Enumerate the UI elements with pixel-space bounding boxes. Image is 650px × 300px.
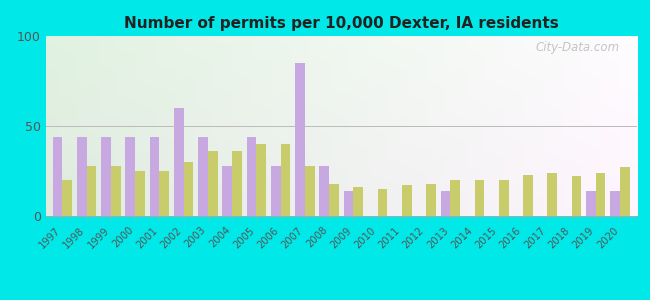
Bar xyxy=(256,144,266,216)
Text: City-Data.com: City-Data.com xyxy=(535,41,619,54)
Bar xyxy=(620,167,630,216)
Bar xyxy=(77,137,86,216)
Bar xyxy=(208,151,218,216)
Bar xyxy=(159,171,169,216)
Bar xyxy=(101,137,111,216)
Bar xyxy=(547,173,557,216)
Bar xyxy=(378,189,387,216)
Bar xyxy=(86,166,96,216)
Bar xyxy=(53,137,62,216)
Bar xyxy=(150,137,159,216)
Bar xyxy=(232,151,242,216)
Bar xyxy=(426,184,436,216)
Bar xyxy=(329,184,339,216)
Bar xyxy=(222,166,232,216)
Title: Number of permits per 10,000 Dexter, IA residents: Number of permits per 10,000 Dexter, IA … xyxy=(124,16,558,31)
Bar xyxy=(596,173,606,216)
Bar xyxy=(271,166,281,216)
Bar xyxy=(135,171,145,216)
Bar xyxy=(474,180,484,216)
Bar xyxy=(281,144,291,216)
Bar xyxy=(295,63,305,216)
Bar xyxy=(319,166,329,216)
Bar xyxy=(402,185,411,216)
Bar xyxy=(247,137,256,216)
Bar xyxy=(450,180,460,216)
Bar xyxy=(198,137,208,216)
Bar xyxy=(184,162,194,216)
Legend: Dexter city, Iowa average: Dexter city, Iowa average xyxy=(231,296,452,300)
Bar xyxy=(111,166,121,216)
Bar xyxy=(125,137,135,216)
Bar xyxy=(586,191,596,216)
Bar xyxy=(441,191,450,216)
Bar xyxy=(305,166,315,216)
Bar xyxy=(610,191,620,216)
Bar xyxy=(571,176,581,216)
Bar xyxy=(62,180,72,216)
Bar xyxy=(354,187,363,216)
Bar xyxy=(174,108,184,216)
Bar xyxy=(499,180,508,216)
Bar xyxy=(344,191,354,216)
Bar xyxy=(523,175,533,216)
